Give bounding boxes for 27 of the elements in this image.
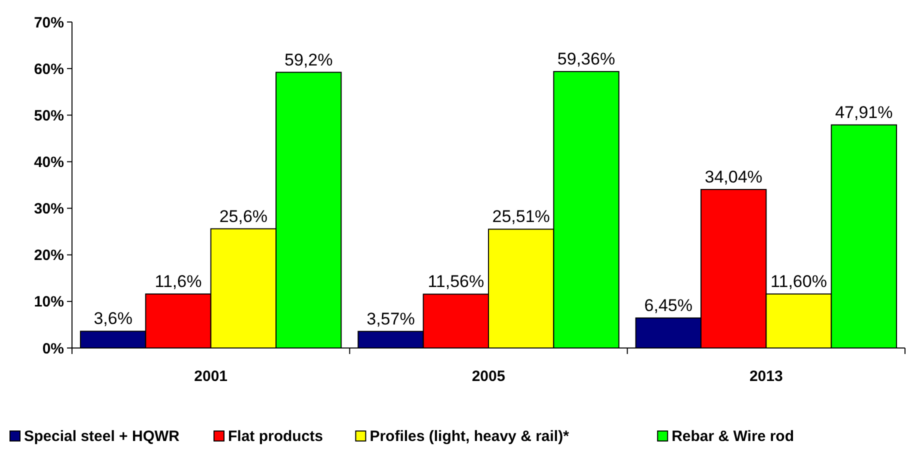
legend-label: Special steel + HQWR	[24, 428, 180, 445]
data-label: 47,91%	[835, 102, 893, 122]
data-label: 3,6%	[94, 309, 132, 328]
y-tick-label: 10%	[34, 294, 64, 311]
y-tick-label: 0%	[42, 340, 64, 358]
x-tick-label: 2013	[749, 368, 783, 385]
x-tick-label: 2005	[472, 368, 506, 385]
legend-label: Rebar & Wire rod	[672, 428, 794, 445]
data-label: 59,2%	[284, 50, 333, 70]
y-tick-label: 50%	[34, 107, 64, 124]
y-tick-label: 60%	[34, 60, 64, 78]
y-tick-label: 20%	[34, 247, 64, 264]
y-tick-label: 30%	[34, 200, 64, 218]
legend-label: Profiles (light, heavy & rail)*	[370, 428, 570, 445]
data-label: 11,56%	[428, 272, 484, 292]
x-tick-label: 2001	[194, 368, 228, 385]
data-label: 25,51%	[492, 207, 550, 226]
data-label: 25,6%	[219, 206, 268, 226]
data-label: 34,04%	[704, 167, 762, 186]
data-label: 11,60%	[770, 272, 827, 291]
y-tick-label: 40%	[34, 154, 64, 171]
y-tick-label: 70%	[34, 14, 64, 32]
legend-label: Flat products	[228, 428, 324, 445]
data-label: 59,36%	[557, 50, 616, 69]
data-label: 11,6%	[154, 272, 202, 291]
data-label: 6,45%	[644, 296, 692, 315]
data-label: 3,57%	[366, 309, 415, 328]
